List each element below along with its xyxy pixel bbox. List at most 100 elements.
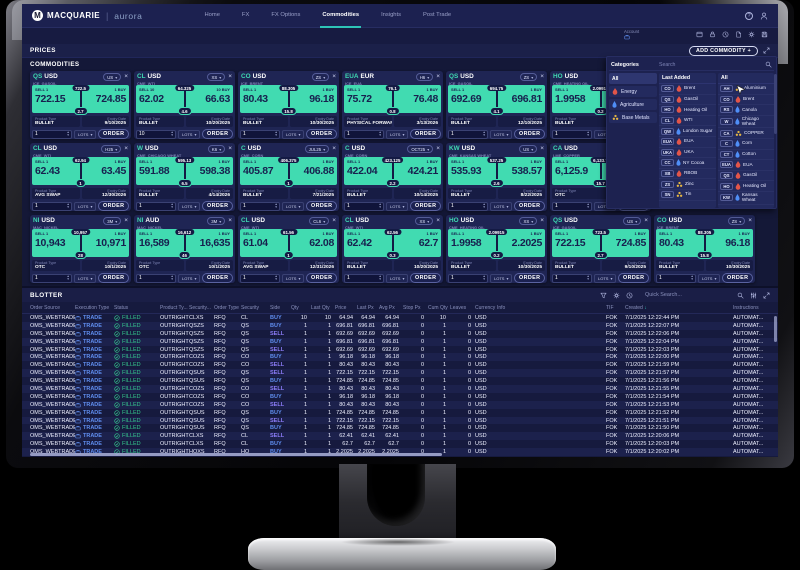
ask-price-button[interactable]: 724.85	[615, 237, 647, 249]
ask-price-button[interactable]: 66.63	[205, 93, 230, 105]
contract-dropdown[interactable]: H25 ▾	[101, 145, 122, 153]
order-button[interactable]: ORDER	[618, 273, 649, 283]
prices-scrollbar[interactable]	[774, 74, 777, 134]
lots-dropdown[interactable]: LOTS▾	[282, 129, 305, 139]
ask-price-button[interactable]: 538.57	[511, 165, 543, 177]
ask-price-button[interactable]: 696.81	[511, 93, 543, 105]
column-header-currency[interactable]: Currency	[475, 304, 496, 311]
contract-dropdown[interactable]: XS ▾	[207, 73, 226, 81]
ask-price-button[interactable]: 724.85	[95, 93, 127, 105]
close-icon[interactable]: ×	[436, 145, 440, 152]
category-base-metals[interactable]: Base Metals	[609, 112, 657, 123]
lots-dropdown[interactable]: LOTS▾	[74, 273, 97, 283]
bid-price-button[interactable]: 1.9958	[451, 237, 482, 249]
column-header-last-qty[interactable]: Last Qty	[311, 304, 330, 311]
commodity-item-uka[interactable]: UKA UKA	[659, 148, 716, 159]
lots-dropdown[interactable]: LOTS▾	[490, 201, 513, 211]
ask-price-button[interactable]: 96.18	[725, 237, 750, 249]
contract-dropdown[interactable]: US ▾	[519, 145, 538, 153]
bid-price-button[interactable]: 80.43	[659, 237, 684, 249]
quantity-input[interactable]: 1 ▴ ▾	[344, 129, 384, 139]
order-button[interactable]: ORDER	[98, 273, 129, 283]
document-icon[interactable]	[735, 31, 742, 38]
blotter-row[interactable]: OMS_WEBTRADERTRADEFILLEDOUTRIGHTQSUSRFQQ…	[30, 378, 764, 385]
column-header-execution-type[interactable]: Execution Type	[75, 304, 110, 311]
commodity-item-brent[interactable]: CO Brent	[659, 84, 716, 95]
search-icon[interactable]	[765, 61, 772, 68]
blotter-row[interactable]: OMS_WEBTRADERTRADEFILLEDOUTRIGHTCLXSRFQC…	[30, 314, 764, 321]
close-icon[interactable]: ×	[332, 73, 336, 80]
commodity-item-zinc[interactable]: ZS Zinc	[659, 179, 716, 190]
blotter-row[interactable]: OMS_WEBTRADERTRADEFILLEDOUTRIGHTQSUSRFQQ…	[30, 425, 764, 432]
order-button[interactable]: ORDER	[306, 129, 337, 139]
blotter-row[interactable]: OMS_WEBTRADERTRADEFILLEDOUTRIGHTHOXSRFQH…	[22, 448, 778, 457]
quantity-input[interactable]: 1 ▴ ▾	[32, 201, 72, 211]
blotter-row[interactable]: OMS_WEBTRADERTRADEFILLEDOUTRIGHTCOZSRFQC…	[30, 393, 764, 400]
close-icon[interactable]: ×	[540, 217, 544, 224]
lots-dropdown[interactable]: LOTS▾	[178, 273, 201, 283]
blotter-row[interactable]: OMS_WEBTRADERTRADEFILLEDOUTRIGHTCLXSRFQC…	[22, 432, 778, 441]
close-icon[interactable]: ×	[540, 145, 544, 152]
blotter-row[interactable]: OMS_WEBTRADERTRADEFILLEDOUTRIGHTQSUSRFQQ…	[22, 369, 778, 378]
ask-price-button[interactable]: 62.08	[309, 237, 334, 249]
category-energy[interactable]: Energy	[609, 86, 657, 97]
close-icon[interactable]: ×	[228, 217, 232, 224]
order-button[interactable]: ORDER	[722, 273, 753, 283]
contract-dropdown[interactable]: US ▾	[103, 73, 122, 81]
quantity-input[interactable]: 10 ▴ ▾	[136, 129, 176, 139]
contract-dropdown[interactable]: ZS ▾	[519, 73, 538, 81]
ask-price-button[interactable]: 16,635	[199, 237, 231, 249]
lots-dropdown[interactable]: LOTS▾	[282, 201, 305, 211]
order-button[interactable]: ORDER	[202, 129, 233, 139]
category-agriculture[interactable]: Agriculture	[609, 99, 657, 110]
add-commodity-button[interactable]: ADD COMMODITY +	[689, 45, 758, 56]
order-button[interactable]: ORDER	[514, 273, 545, 283]
ask-price-button[interactable]: 424.21	[407, 165, 439, 177]
blotter-row[interactable]: OMS_WEBTRADERTRADEFILLEDOUTRIGHTCOZSRFQC…	[30, 362, 764, 369]
bid-price-button[interactable]: 61.04	[243, 237, 268, 249]
expand-icon[interactable]	[763, 47, 770, 54]
close-icon[interactable]: ×	[124, 217, 128, 224]
contract-dropdown[interactable]: XS ▾	[519, 217, 538, 225]
ask-price-button[interactable]: 63.45	[101, 165, 126, 177]
order-button[interactable]: ORDER	[98, 201, 129, 211]
commodity-item-brent[interactable]: CO Brent	[718, 95, 774, 106]
quantity-input[interactable]: 1 ▴ ▾	[136, 273, 176, 283]
column-header-tif[interactable]: TIF	[606, 304, 614, 311]
contract-dropdown[interactable]: ZS ▾	[727, 217, 746, 225]
profile-icon[interactable]	[760, 12, 768, 20]
commodity-item-canola[interactable]: RS Canola	[718, 105, 774, 116]
column-header-last-px[interactable]: Last Px	[357, 304, 374, 311]
blotter-row[interactable]: OMS_WEBTRADERTRADEFILLEDOUTRIGHTQSZSRFQQ…	[30, 346, 764, 353]
column-header-instructions[interactable]: Instructions	[733, 304, 759, 311]
filter-icon[interactable]	[600, 292, 607, 299]
contract-dropdown[interactable]: US ▾	[623, 217, 642, 225]
lots-dropdown[interactable]: LOTS▾	[386, 129, 409, 139]
commodity-item-tin[interactable]: SN Tin	[659, 190, 716, 201]
contract-dropdown[interactable]: 3M ▾	[103, 217, 122, 225]
lots-dropdown[interactable]: LOTS▾	[74, 201, 97, 211]
help-icon[interactable]: ?	[745, 11, 753, 20]
tab-fx[interactable]: FX	[241, 11, 250, 18]
commodity-item-gasoil[interactable]: QS GasOil	[718, 171, 774, 182]
bid-price-button[interactable]: 722.15	[35, 93, 66, 105]
column-header-side[interactable]: Side	[270, 304, 281, 311]
expand-icon[interactable]	[763, 292, 770, 299]
blotter-row[interactable]: OMS_WEBTRADERTRADEFILLEDOUTRIGHTQSZSRFQQ…	[22, 337, 778, 346]
lots-dropdown[interactable]: LOTS▾	[386, 273, 409, 283]
window-icon[interactable]	[696, 31, 703, 38]
quantity-input[interactable]: 1 ▴ ▾	[552, 201, 592, 211]
commodity-item-corn[interactable]: C Corn	[718, 139, 774, 150]
order-button[interactable]: ORDER	[98, 129, 129, 139]
quantity-input[interactable]: 1 ▴ ▾	[656, 273, 696, 283]
quantity-input[interactable]: 1 ▴ ▾	[32, 273, 72, 283]
contract-dropdown[interactable]: K6 ▾	[207, 145, 226, 153]
quantity-input[interactable]: 1 ▴ ▾	[552, 273, 592, 283]
ask-price-button[interactable]: 598.38	[199, 165, 231, 177]
order-button[interactable]: ORDER	[202, 201, 233, 211]
column-header-qty[interactable]: Qty	[291, 304, 299, 311]
quantity-input[interactable]: 1 ▴ ▾	[344, 201, 384, 211]
settings-icon[interactable]	[613, 292, 620, 299]
order-button[interactable]: ORDER	[514, 129, 545, 139]
column-header-cum-qty[interactable]: Cum Qty	[428, 304, 448, 311]
